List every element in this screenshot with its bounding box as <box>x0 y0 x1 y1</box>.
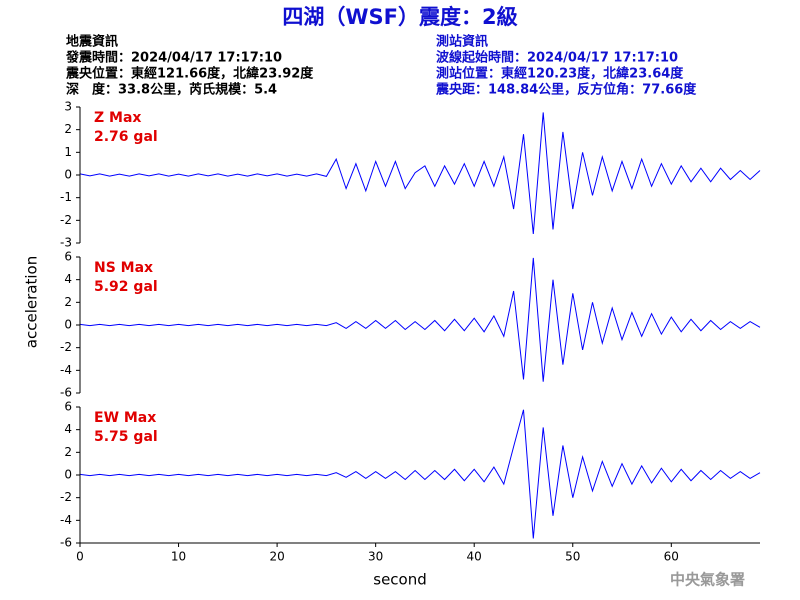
series-annotation: 2.76 gal <box>94 129 158 145</box>
y-tick-label: -2 <box>60 213 72 227</box>
x-axis-label: second <box>373 571 427 589</box>
x-tick-label: 50 <box>565 550 580 564</box>
chart-title: 四湖（WSF）震度：2級 <box>282 5 517 29</box>
info-right: 測站位置：東經120.23度，北緯23.64度 <box>436 66 684 82</box>
y-tick-label: 0 <box>64 318 72 332</box>
series-name: EW Max <box>94 410 156 426</box>
info-right: 測站資訊 <box>436 34 488 50</box>
y-tick-label: 6 <box>64 250 72 264</box>
y-tick-label: 0 <box>64 168 72 182</box>
info-left: 發震時間：2024/04/17 17:17:10 <box>65 50 282 66</box>
y-axis-label: acceleration <box>23 256 41 348</box>
series-name: NS Max <box>94 260 153 276</box>
credit: 中央氣象署 <box>670 571 745 589</box>
x-tick-label: 20 <box>269 550 284 564</box>
y-tick-label: -4 <box>60 363 72 377</box>
y-tick-label: -3 <box>60 236 72 250</box>
y-tick-label: 6 <box>64 400 72 414</box>
waveform <box>79 257 761 382</box>
y-tick-label: -6 <box>60 386 72 400</box>
info-left: 震央位置：東經121.66度，北緯23.92度 <box>65 66 314 82</box>
info-left: 地震資訊 <box>66 34 118 50</box>
info-left: 深 度：33.8公里，芮氏規模：5.4 <box>66 82 277 98</box>
series-annotation: 5.75 gal <box>94 429 158 445</box>
y-tick-label: -4 <box>60 513 72 527</box>
y-tick-label: -2 <box>60 340 72 354</box>
y-tick-label: -2 <box>60 490 72 504</box>
x-tick-label: 60 <box>664 550 679 564</box>
y-tick-label: 4 <box>64 272 72 286</box>
y-tick-label: 2 <box>64 122 72 136</box>
y-tick-label: 4 <box>64 422 72 436</box>
waveform <box>79 409 761 539</box>
y-tick-label: 3 <box>64 100 72 114</box>
y-tick-label: 0 <box>64 468 72 482</box>
series-annotation: 5.92 gal <box>94 279 158 295</box>
x-tick-label: 10 <box>171 550 186 564</box>
info-right: 波線起始時間：2024/04/17 17:17:10 <box>436 50 678 66</box>
y-tick-label: -1 <box>60 190 72 204</box>
waveform <box>79 112 761 234</box>
info-right: 震央距：148.84公里，反方位角：77.66度 <box>435 82 697 98</box>
series-name: Z Max <box>94 110 141 126</box>
x-tick-label: 40 <box>467 550 482 564</box>
x-tick-label: 30 <box>368 550 383 564</box>
x-tick-label: 0 <box>76 550 84 564</box>
y-tick-label: -6 <box>60 536 72 550</box>
y-tick-label: 2 <box>64 445 72 459</box>
y-tick-label: 1 <box>64 145 72 159</box>
y-tick-label: 2 <box>64 295 72 309</box>
